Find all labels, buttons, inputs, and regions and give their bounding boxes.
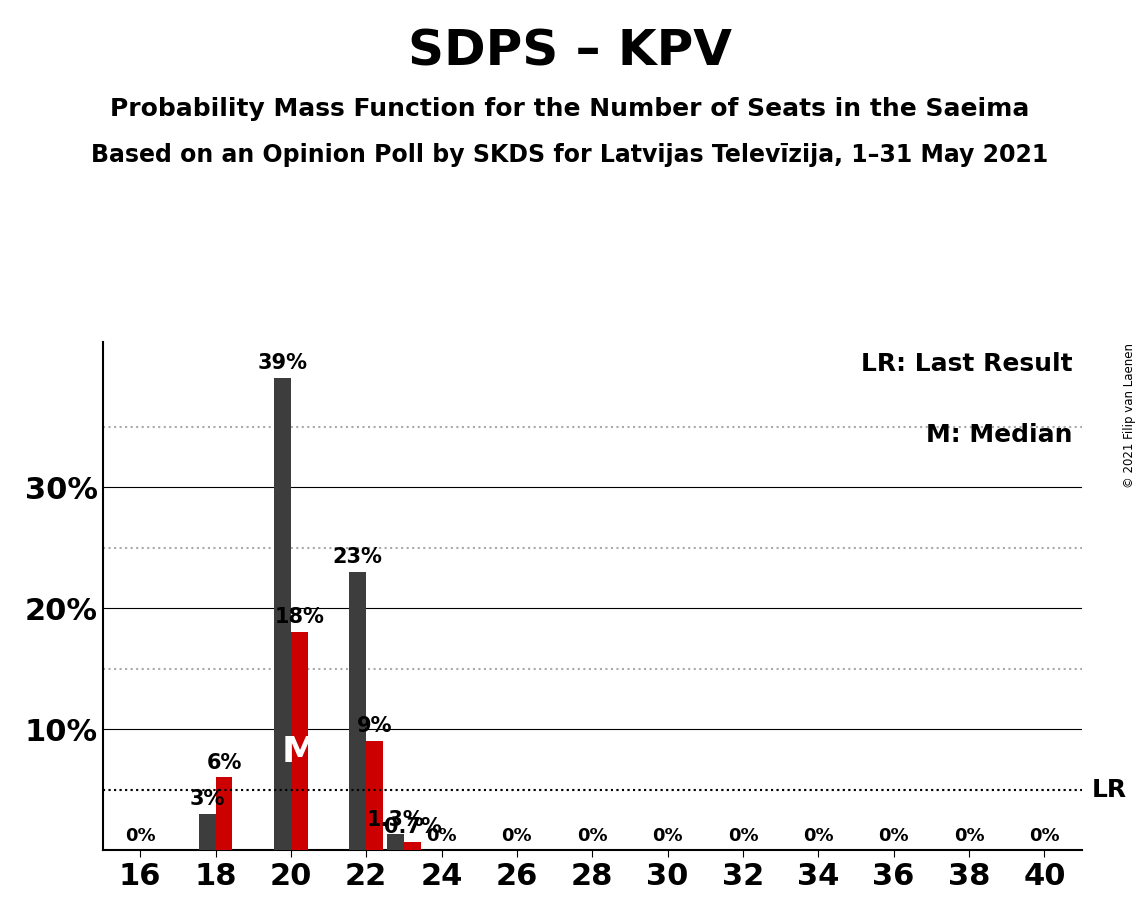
Bar [290,632,308,850]
Text: 1.3%: 1.3% [367,809,425,830]
Text: 0%: 0% [653,827,683,845]
Text: 0%: 0% [426,827,457,845]
Text: SDPS – KPV: SDPS – KPV [408,28,731,76]
Text: 3%: 3% [189,789,224,808]
Text: 0%: 0% [953,827,984,845]
Text: 0%: 0% [803,827,834,845]
Text: Probability Mass Function for the Number of Seats in the Saeima: Probability Mass Function for the Number… [109,97,1030,121]
Bar [367,741,383,850]
Text: 6%: 6% [206,753,241,772]
Text: 0%: 0% [878,827,909,845]
Bar [404,842,420,850]
Text: Based on an Opinion Poll by SKDS for Latvijas Televīzija, 1–31 May 2021: Based on an Opinion Poll by SKDS for Lat… [91,143,1048,167]
Text: 0%: 0% [728,827,759,845]
Bar [350,572,367,850]
Bar [273,378,290,850]
Bar [215,777,232,850]
Text: 9%: 9% [357,716,393,736]
Text: 0%: 0% [577,827,607,845]
Text: 39%: 39% [257,353,308,373]
Text: 0%: 0% [1029,827,1059,845]
Bar [198,814,215,850]
Text: M: M [281,736,318,769]
Text: 23%: 23% [333,547,383,567]
Text: © 2021 Filip van Laenen: © 2021 Filip van Laenen [1123,344,1137,488]
Text: LR: LR [1092,778,1126,802]
Text: 0%: 0% [125,827,156,845]
Text: 0%: 0% [501,827,532,845]
Text: M: Median: M: Median [926,423,1072,447]
Bar [387,834,404,850]
Text: 0.7%: 0.7% [384,817,441,837]
Text: 18%: 18% [274,607,325,627]
Text: LR: Last Result: LR: Last Result [861,352,1072,376]
